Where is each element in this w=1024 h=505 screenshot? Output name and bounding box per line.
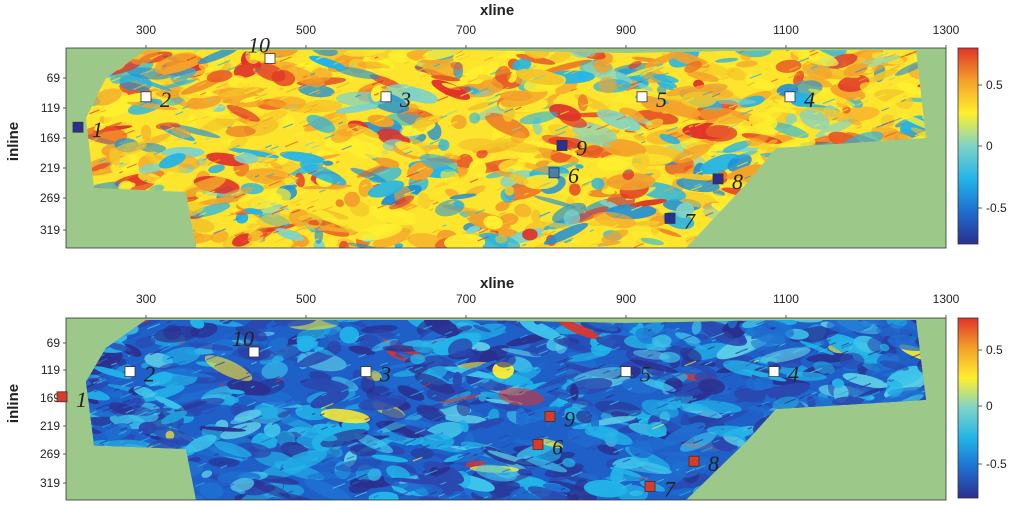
well-marker — [636, 91, 648, 103]
well-marker — [784, 91, 796, 103]
well-marker — [124, 366, 136, 377]
x-tick-label: 700 — [456, 23, 476, 37]
map-frame — [65, 47, 947, 249]
well-marker — [140, 91, 152, 103]
well-label: 4 — [804, 87, 815, 112]
bottom-map-panel: 300 500 700 900 1100 1300 69 119 169 219 269 319 1 2 3… — [0, 253, 1024, 505]
well-marker — [248, 346, 260, 358]
y-tick-label: 269 — [40, 447, 60, 461]
well-label: 1 — [92, 117, 103, 142]
bottom-xaxis-label: xline — [480, 275, 515, 292]
y-tick-label: 319 — [40, 223, 60, 237]
bottom-yaxis-label: inline — [5, 383, 23, 424]
well-marker — [644, 480, 656, 492]
well-marker — [768, 366, 780, 377]
top-xaxis-label: xline — [480, 2, 515, 19]
x-tick-label: 900 — [616, 23, 636, 37]
x-tick-label: 1300 — [933, 23, 960, 37]
well-label: 10 — [248, 33, 270, 58]
well-marker — [532, 438, 544, 450]
well-marker — [360, 366, 372, 377]
well-marker — [556, 140, 568, 151]
well-marker — [620, 366, 632, 377]
well-marker — [264, 53, 276, 64]
y-tick-label: 169 — [40, 131, 60, 145]
x-tick-label: 500 — [296, 23, 316, 37]
well-label: 5 — [656, 87, 667, 112]
well-label: 3 — [399, 87, 411, 112]
well-marker — [72, 121, 84, 133]
well-label: 1 — [76, 387, 87, 412]
colorbar-tick-label: 0.5 — [986, 78, 1003, 92]
well-marker — [56, 391, 68, 403]
map-frame — [65, 317, 947, 501]
y-tick-label: 119 — [41, 101, 60, 115]
y-tick-label: 119 — [41, 363, 60, 377]
well-label: 8 — [708, 451, 719, 476]
well-label: 9 — [576, 136, 587, 161]
x-tick-label: 500 — [296, 292, 316, 306]
y-tick-label: 69 — [47, 71, 61, 85]
y-tick-label: 69 — [47, 336, 61, 350]
colorbar — [957, 317, 979, 499]
x-tick-label: 900 — [616, 292, 636, 306]
well-marker — [544, 410, 556, 422]
well-marker — [688, 455, 700, 467]
well-marker — [712, 173, 724, 185]
y-tick-label: 219 — [40, 419, 60, 433]
bottom-attribute-map: 300 500 700 900 1100 1300 69 119 169 219 269 319 1 2 3… — [40, 292, 1007, 501]
well-label: 3 — [379, 362, 391, 387]
well-label: 6 — [568, 163, 579, 188]
y-tick-label: 319 — [40, 476, 60, 490]
x-tick-label: 300 — [136, 292, 156, 306]
colorbar — [957, 47, 979, 245]
y-tick-label: 169 — [40, 391, 60, 405]
x-tick-label: 1100 — [773, 292, 799, 306]
colorbar-tick-label: -0.5 — [986, 457, 1007, 471]
well-label: 8 — [732, 169, 743, 194]
well-label: 6 — [552, 434, 563, 459]
well-label: 2 — [144, 362, 155, 387]
colorbar-tick-label: 0 — [986, 399, 993, 413]
well-label: 4 — [788, 362, 799, 387]
x-tick-label: 1100 — [773, 23, 799, 37]
well-label: 5 — [640, 362, 651, 387]
well-marker — [548, 167, 560, 179]
well-marker — [664, 212, 676, 224]
x-tick-label: 300 — [136, 23, 156, 37]
well-label: 10 — [232, 326, 254, 351]
top-map-panel: 300 500 700 900 1100 1300 69 119 169 219 269 319 1 2 3… — [0, 0, 1024, 252]
colorbar-tick-label: -0.5 — [986, 201, 1007, 215]
x-tick-label: 700 — [456, 292, 476, 306]
well-marker — [380, 91, 392, 103]
well-label: 9 — [564, 406, 575, 431]
top-yaxis-label: inline — [5, 121, 23, 162]
colorbar-tick-label: 0.5 — [986, 343, 1003, 357]
well-label: 7 — [664, 476, 676, 501]
y-tick-label: 219 — [40, 161, 60, 175]
top-attribute-map: 300 500 700 900 1100 1300 69 119 169 219 269 319 1 2 3… — [40, 23, 1007, 249]
well-label: 2 — [160, 87, 171, 112]
x-tick-label: 1300 — [933, 292, 960, 306]
well-label: 7 — [684, 208, 696, 233]
colorbar-tick-label: 0 — [986, 139, 993, 153]
y-tick-label: 269 — [40, 191, 60, 205]
